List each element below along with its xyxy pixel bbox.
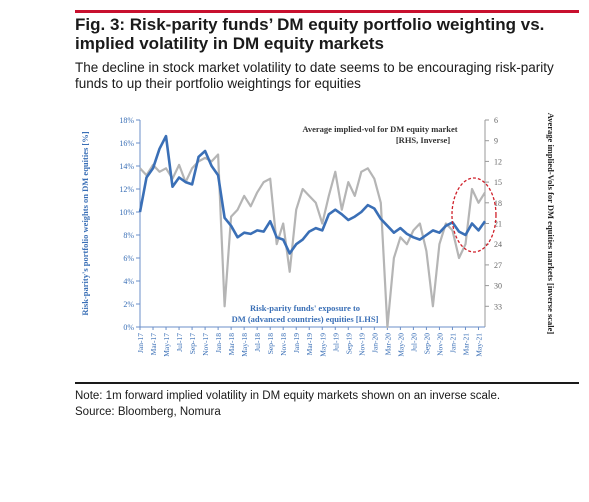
lhs-exposure-line [138,134,487,255]
right-tick-label: 12 [494,157,502,166]
right-tick-label: 30 [494,282,502,291]
x-tick-label: Jul-17 [175,333,184,352]
left-tick-label: 4% [123,277,134,286]
left-tick-label: 16% [119,139,134,148]
footer-rule [75,382,579,384]
highlight-ellipse [451,177,497,253]
left-tick-label: 10% [119,208,134,217]
left-tick-label: 8% [123,231,134,240]
right-axis-title: Average implied-Vols for DM equities mar… [546,113,556,335]
x-tick-label: May-19 [318,333,327,357]
x-tick-label: Sep-17 [188,333,197,354]
right-tick-label: 24 [494,240,502,249]
x-tick-label: Jan-19 [292,333,301,353]
x-tick-label: Mar-17 [149,333,158,356]
figure-subtitle: The decline in stock market volatility t… [75,60,554,91]
x-tick-label: Jul-19 [331,333,340,352]
x-tick-label: Nov-19 [357,333,366,356]
x-tick-label: Jul-20 [409,333,418,352]
x-tick-label: Sep-18 [266,333,275,354]
x-tick-label: Jan-21 [448,333,457,353]
right-tick-label: 18 [494,199,502,208]
chart-note: Note: 1m forward implied volatility in D… [75,390,501,402]
x-tick-label: Sep-20 [422,333,431,354]
x-tick-label: Sep-19 [344,333,353,354]
x-tick-label: Nov-20 [435,333,444,356]
x-tick-label: Mar-21 [461,333,470,356]
right-tick-label: 27 [494,261,502,270]
left-axis-title: Risk-parity's portfolio weights on DM eq… [80,131,90,315]
right-tick-label: 21 [494,220,502,229]
x-tick-label: Mar-20 [383,333,392,356]
lhs-series-label: Risk-parity funds' exposure to [250,303,360,313]
right-tick-label: 33 [494,302,502,311]
x-tick-label: Mar-19 [305,333,314,356]
rhs-series-label: Average implied-vol for DM equity market [302,124,457,134]
left-tick-label: 14% [119,162,134,171]
chart-container: 0% 2% 4% 6% 8% 10% 12% 14% 16% 18% 6 9 12 15 18 21 24 27 3… [75,103,581,365]
right-tick-label: 6 [494,116,498,125]
right-tick-label: 9 [494,137,498,146]
x-tick-label: Jan-20 [370,333,379,353]
right-tick-label: 15 [494,178,502,187]
left-tick-label: 2% [123,300,134,309]
x-tick-label: May-21 [474,333,483,357]
x-tick-label: Mar-18 [227,333,236,356]
rhs-series-label-line2: [RHS, Inverse] [396,135,450,145]
x-tick-label: Nov-18 [279,333,288,356]
x-tick-label: Jul-18 [253,333,262,352]
x-tick-label: Jan-18 [214,333,223,353]
figure-title: Fig. 3: Risk-parity funds’ DM equity por… [75,15,545,53]
x-tick-label: May-17 [162,333,171,357]
x-tick-label: May-20 [396,333,405,357]
lhs-series-label-line2: DM (advanced countries) equities [LHS] [232,314,379,324]
x-tick-label: Jan-17 [136,333,145,353]
dual-axis-line-chart: 0% 2% 4% 6% 8% 10% 12% 14% 16% 18% 6 9 12 15 18 21 24 27 3… [80,113,556,357]
x-tick-label: Nov-17 [201,333,210,356]
left-tick-label: 0% [123,323,134,332]
left-tick-label: 12% [119,185,134,194]
x-tick-label: May-18 [240,333,249,357]
chart-source: Source: Bloomberg, Nomura [75,406,221,418]
title-top-rule [75,10,579,13]
left-tick-label: 18% [119,116,134,125]
left-tick-label: 6% [123,254,134,263]
